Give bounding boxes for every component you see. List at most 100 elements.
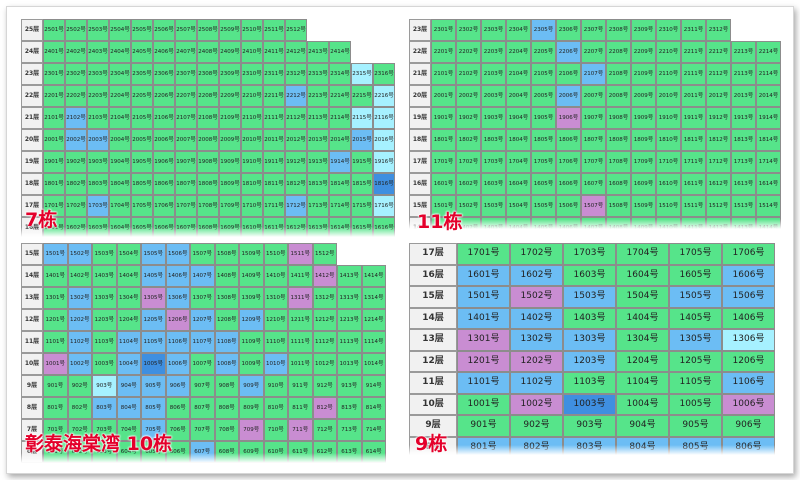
unit-cell[interactable]: 1806号	[556, 129, 581, 151]
unit-cell[interactable]: 1906号	[153, 151, 175, 173]
unit-cell[interactable]: 2109号	[219, 107, 241, 129]
unit-cell[interactable]: 1605号	[531, 173, 556, 195]
unit-cell[interactable]: 1913号	[731, 107, 756, 129]
unit-cell[interactable]: 2106号	[153, 107, 175, 129]
unit-cell[interactable]: 1713号	[307, 195, 329, 217]
unit-cell[interactable]: 1702号	[456, 151, 481, 173]
unit-cell[interactable]: 1312号	[312, 287, 337, 309]
unit-cell[interactable]: 1705号	[669, 243, 722, 265]
unit-cell[interactable]: 1912号	[285, 151, 307, 173]
unit-cell[interactable]: 1801号	[431, 129, 456, 151]
unit-cell[interactable]: 1703号	[563, 243, 616, 265]
unit-cell[interactable]: 1708号	[197, 195, 219, 217]
unit-cell[interactable]: 809号	[239, 397, 264, 419]
unit-cell[interactable]: 1913号	[307, 151, 329, 173]
unit-cell[interactable]: 1910号	[656, 107, 681, 129]
unit-cell[interactable]: 2409号	[219, 41, 241, 63]
unit-cell[interactable]: 803号	[92, 397, 117, 419]
unit-cell[interactable]: 1004号	[616, 393, 669, 415]
unit-cell[interactable]: 1806号	[153, 173, 175, 195]
unit-cell[interactable]: 2407号	[175, 41, 197, 63]
unit-cell[interactable]: 2406号	[153, 41, 175, 63]
unit-cell[interactable]: 904号	[116, 375, 141, 397]
unit-cell[interactable]: 1406号	[165, 265, 190, 287]
unit-cell[interactable]: 1301号	[43, 287, 68, 309]
unit-cell[interactable]: 2210号	[656, 41, 681, 63]
unit-cell[interactable]: 1412号	[312, 265, 337, 287]
unit-cell[interactable]: 1702号	[510, 243, 563, 265]
unit-cell[interactable]: 1909号	[631, 107, 656, 129]
unit-cell[interactable]: 702号	[67, 419, 92, 441]
unit-cell[interactable]: 1916号	[373, 151, 395, 173]
unit-cell[interactable]: 1710号	[241, 195, 263, 217]
unit-cell[interactable]: 2104号	[506, 63, 531, 85]
unit-cell[interactable]: 2114号	[329, 107, 351, 129]
unit-cell[interactable]: 2007号	[175, 129, 197, 151]
unit-cell[interactable]: 2116号	[373, 107, 395, 129]
unit-cell[interactable]: 1604号	[616, 264, 669, 286]
unit-cell[interactable]: 1306号	[722, 329, 775, 351]
unit-cell[interactable]: 2303号	[87, 63, 109, 85]
unit-cell[interactable]: 1608号	[606, 173, 631, 195]
unit-cell[interactable]: 2014号	[756, 85, 781, 107]
unit-cell[interactable]: 1701号	[431, 151, 456, 173]
unit-cell[interactable]: 1906号	[556, 107, 581, 129]
unit-cell[interactable]: 2008号	[606, 85, 631, 107]
unit-cell[interactable]: 1601号	[431, 173, 456, 195]
unit-cell[interactable]: 2303号	[481, 19, 506, 41]
unit-cell[interactable]: 2004号	[109, 129, 131, 151]
unit-cell[interactable]: 2212号	[706, 41, 731, 63]
unit-cell[interactable]: 1111号	[288, 331, 313, 353]
unit-cell[interactable]: 1107号	[190, 331, 215, 353]
unit-cell[interactable]: 1004号	[116, 353, 141, 375]
unit-cell[interactable]: 2410号	[241, 41, 263, 63]
unit-cell[interactable]: 1504号	[616, 286, 669, 308]
unit-cell[interactable]: 911号	[288, 375, 313, 397]
unit-cell[interactable]: 1512号	[706, 195, 731, 217]
unit-cell[interactable]: 2212号	[285, 85, 307, 107]
unit-cell[interactable]: 2301号	[43, 63, 65, 85]
unit-cell[interactable]: 2205号	[131, 85, 153, 107]
unit-cell[interactable]: 1701号	[457, 243, 510, 265]
unit-cell[interactable]: 2403号	[87, 41, 109, 63]
unit-cell[interactable]: 1201号	[457, 350, 510, 372]
unit-cell[interactable]: 1005号	[669, 393, 722, 415]
unit-cell[interactable]: 2305号	[131, 63, 153, 85]
unit-cell[interactable]: 1013号	[337, 353, 362, 375]
unit-cell[interactable]: 1202号	[510, 350, 563, 372]
unit-cell[interactable]: 1210号	[263, 309, 288, 331]
unit-cell[interactable]: 901号	[457, 415, 510, 437]
unit-cell[interactable]: 1401号	[457, 307, 510, 329]
unit-cell[interactable]: 1510号	[263, 243, 288, 265]
unit-cell[interactable]: 1314号	[361, 287, 386, 309]
unit-cell[interactable]: 2008号	[197, 129, 219, 151]
unit-cell[interactable]: 1901号	[43, 151, 65, 173]
unit-cell[interactable]: 805号	[141, 397, 166, 419]
unit-cell[interactable]: 1413号	[337, 265, 362, 287]
unit-cell[interactable]: 1902号	[456, 107, 481, 129]
unit-cell[interactable]: 1006号	[722, 393, 775, 415]
unit-cell[interactable]: 2207号	[175, 85, 197, 107]
unit-cell[interactable]: 1501号	[431, 195, 456, 217]
unit-cell[interactable]: 1305号	[141, 287, 166, 309]
unit-cell[interactable]: 2102号	[456, 63, 481, 85]
unit-cell[interactable]: 1603号	[481, 173, 506, 195]
unit-cell[interactable]: 2311号	[681, 19, 706, 41]
unit-cell[interactable]: 1404号	[616, 307, 669, 329]
unit-cell[interactable]: 2101号	[43, 107, 65, 129]
unit-cell[interactable]: 1405号	[669, 307, 722, 329]
unit-cell[interactable]: 1103号	[92, 331, 117, 353]
unit-cell[interactable]: 710号	[263, 419, 288, 441]
unit-cell[interactable]: 1203号	[563, 350, 616, 372]
unit-cell[interactable]: 1912号	[706, 107, 731, 129]
unit-cell[interactable]: 1108号	[214, 331, 239, 353]
unit-cell[interactable]: 1409号	[239, 265, 264, 287]
unit-cell[interactable]: 2204号	[506, 41, 531, 63]
unit-cell[interactable]: 1601号	[457, 264, 510, 286]
unit-cell[interactable]: 703号	[92, 419, 117, 441]
unit-cell[interactable]: 1909号	[219, 151, 241, 173]
unit-cell[interactable]: 1812号	[706, 129, 731, 151]
unit-cell[interactable]: 713号	[337, 419, 362, 441]
unit-cell[interactable]: 1201号	[43, 309, 68, 331]
unit-cell[interactable]: 903号	[92, 375, 117, 397]
